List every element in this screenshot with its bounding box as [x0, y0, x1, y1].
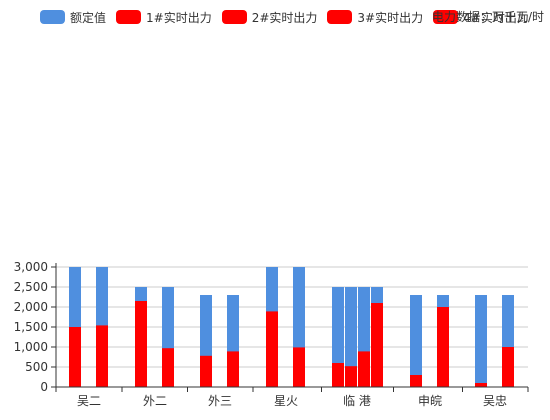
x-tick-label: 外三 — [208, 394, 232, 408]
realtime-bar — [410, 375, 422, 387]
rated-bar — [475, 295, 487, 387]
x-tick-label: 申皖 — [418, 394, 442, 408]
realtime-bar — [358, 351, 370, 387]
legend-item-rated[interactable]: 额定值 — [40, 9, 106, 26]
rated-bar — [410, 295, 422, 387]
legend-label-unit1: 1#实时出力 — [146, 10, 212, 25]
y-tick-label: 500 — [25, 360, 48, 374]
legend-item-unit1[interactable]: 1#实时出力 — [116, 9, 212, 26]
realtime-bar — [69, 327, 81, 387]
realtime-bar — [345, 366, 357, 387]
y-tick-label: 2,000 — [14, 300, 48, 314]
realtime-bar — [135, 301, 147, 387]
rated-bar — [345, 287, 357, 387]
realtime-bar — [96, 325, 108, 387]
realtime-bar — [227, 351, 239, 387]
realtime-bar — [332, 363, 344, 387]
x-tick-label: 外二 — [143, 394, 167, 408]
y-tick-label: 1,000 — [14, 340, 48, 354]
realtime-bar — [475, 383, 487, 387]
legend-item-unit4[interactable]: 4#实时出力 — [433, 9, 529, 26]
legend-swatch-unit4 — [433, 10, 459, 24]
legend-swatch-unit3 — [327, 10, 353, 24]
legend-item-unit2[interactable]: 2#实时出力 — [221, 9, 318, 26]
realtime-bar — [266, 311, 278, 387]
legend-label-unit2: 2#实时出力 — [251, 10, 318, 25]
y-tick-label: 1,500 — [14, 320, 48, 334]
legend-item-unit3[interactable]: 3#实时出力 — [327, 9, 423, 26]
unit-label: 电力数据：万千瓦/时 — [431, 10, 544, 24]
y-tick-label: 2,500 — [14, 280, 48, 294]
legend-swatch-unit1 — [116, 10, 142, 24]
legend-label-unit4: 4#实时出力 — [463, 10, 529, 25]
x-tick-label: 吴二 — [77, 394, 101, 408]
legend-swatch-rated — [40, 10, 65, 24]
legend-label-unit3: 3#实时出力 — [357, 10, 424, 25]
y-tick-label: 0 — [40, 380, 48, 394]
x-tick-label: 星火 — [274, 394, 298, 408]
realtime-bar — [293, 347, 305, 387]
realtime-bar — [200, 355, 212, 387]
realtime-bar — [162, 348, 174, 387]
x-tick-label: 临 港 — [343, 394, 371, 408]
realtime-bar — [502, 347, 514, 387]
realtime-bar — [437, 307, 449, 387]
realtime-bar — [371, 303, 383, 387]
legend-label-rated: 额定值 — [70, 10, 107, 25]
chart-legend: 额定值 1#实时出力 2#实时出力 3#实时出力 4#实时出力 — [40, 9, 529, 25]
x-tick-label: 吴忠 — [483, 394, 507, 408]
y-tick-label: 3,000 — [14, 260, 48, 274]
legend-swatch-unit2 — [221, 10, 247, 24]
rated-bar — [332, 287, 344, 387]
